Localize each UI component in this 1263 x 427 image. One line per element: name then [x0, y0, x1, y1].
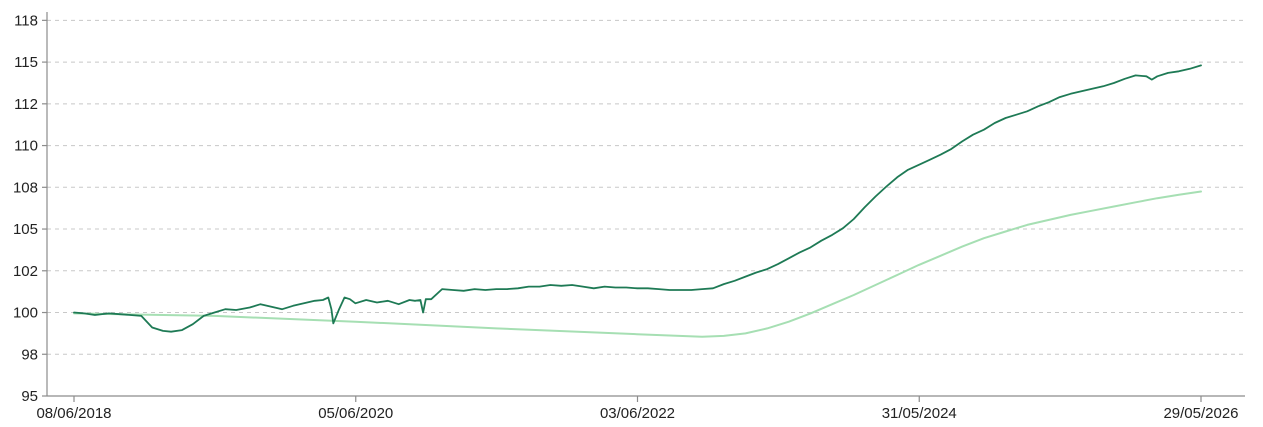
x-tick-label: 29/05/2026: [1163, 405, 1238, 422]
y-tick-label: 98: [21, 346, 38, 363]
x-tick-label: 08/06/2018: [36, 405, 111, 422]
y-tick-label: 110: [14, 138, 38, 155]
y-tick-label: 102: [13, 263, 38, 280]
y-tick-label: 112: [14, 96, 38, 113]
series-line-2: [73, 190, 1202, 338]
y-tick-label: 105: [13, 221, 38, 238]
x-tick-label: 31/05/2024: [882, 405, 957, 422]
gridlines: [47, 19, 1245, 355]
x-tick-label: 03/06/2022: [600, 405, 675, 422]
y-tick-label: 108: [13, 179, 38, 196]
y-tick-label: 118: [14, 12, 38, 29]
y-tick-label: 115: [14, 54, 38, 71]
y-tick-label: 95: [21, 388, 38, 405]
y-axis-ticks: 95 98 100 102 105 108 110 112 115 118: [13, 12, 47, 405]
series-line-1: [73, 64, 1202, 333]
series-lines: [73, 64, 1202, 338]
y-tick-label: 100: [13, 305, 38, 322]
x-tick-label: 05/06/2020: [318, 405, 393, 422]
x-axis-ticks: 08/06/2018 05/06/2020 03/06/2022 31/05/2024…: [36, 396, 1239, 422]
